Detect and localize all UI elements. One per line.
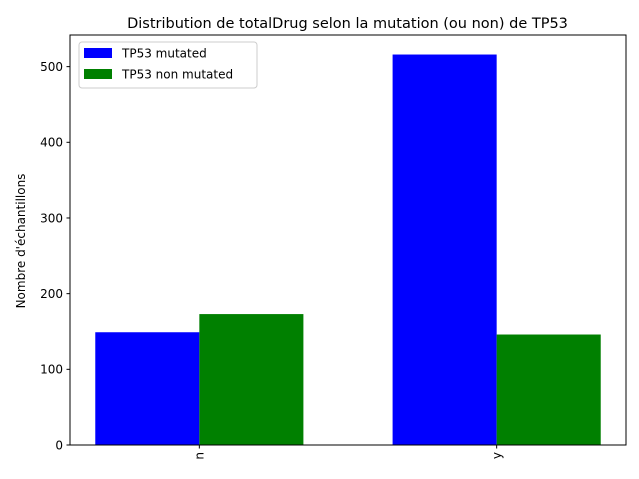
y-tick-label: 100 (40, 363, 63, 377)
bar-n-series-1 (95, 332, 200, 445)
y-axis-label: Nombre d'échantillons (14, 174, 28, 309)
x-tick-label: y (490, 452, 504, 459)
axes-group: 0 100 200 300 400 500 n y (40, 34, 627, 460)
legend-label: TP53 mutated (121, 47, 207, 61)
bars-group (95, 54, 601, 446)
bar-y-series-2 (496, 334, 601, 445)
legend-swatch (84, 69, 112, 79)
bar-y-series-1 (392, 54, 497, 446)
y-tick-label: 400 (40, 136, 63, 150)
legend: TP53 mutated TP53 non mutated (78, 41, 258, 89)
bar-n-series-2 (199, 314, 304, 445)
y-tick-label: 200 (40, 287, 63, 301)
plot-frame (69, 34, 627, 446)
y-tick-label: 500 (40, 60, 63, 74)
x-tick-label: n (193, 452, 207, 460)
y-tick-label: 300 (40, 211, 63, 225)
legend-box (78, 41, 258, 89)
legend-swatch (84, 48, 112, 58)
y-tick-label: 0 (55, 438, 63, 452)
legend-label: TP53 non mutated (121, 68, 233, 82)
chart-title: Distribution de totalDrug selon la mutat… (127, 16, 568, 32)
